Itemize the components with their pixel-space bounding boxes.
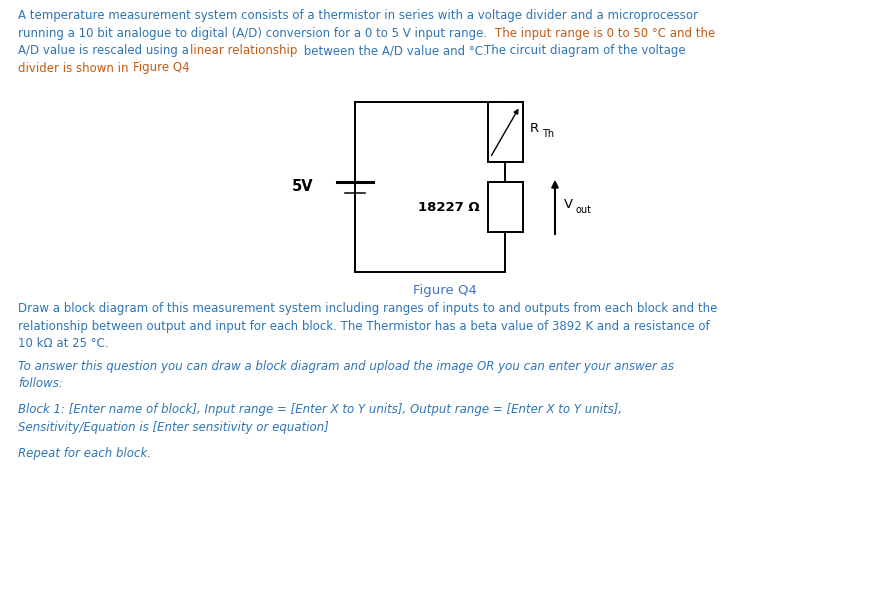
Bar xyxy=(488,182,522,232)
Text: linear relationship: linear relationship xyxy=(190,44,298,57)
Text: .: . xyxy=(185,61,188,75)
Text: The input range is 0 to 50 °C and the: The input range is 0 to 50 °C and the xyxy=(496,27,715,39)
Text: A/D value is rescaled using a: A/D value is rescaled using a xyxy=(18,44,193,57)
Text: R: R xyxy=(530,121,538,135)
Text: 10 kΩ at 25 °C.: 10 kΩ at 25 °C. xyxy=(18,337,109,350)
Text: Th: Th xyxy=(542,129,555,139)
Text: Sensitivity/Equation is [Enter sensitivity or equation]: Sensitivity/Equation is [Enter sensitivi… xyxy=(18,421,329,434)
Text: Figure Q4: Figure Q4 xyxy=(133,61,189,75)
Text: Draw a block diagram of this measurement system including ranges of inputs to an: Draw a block diagram of this measurement… xyxy=(18,302,717,315)
Text: 18227 Ω: 18227 Ω xyxy=(418,200,480,214)
Text: 5V: 5V xyxy=(291,178,313,194)
Text: The circuit diagram of the voltage: The circuit diagram of the voltage xyxy=(484,44,685,57)
Text: V: V xyxy=(564,197,573,211)
Text: follows:: follows: xyxy=(18,377,63,390)
Text: between the A/D value and °C.: between the A/D value and °C. xyxy=(300,44,494,57)
Text: divider is shown in: divider is shown in xyxy=(18,61,132,75)
Bar xyxy=(488,102,522,162)
Text: Block 1: [Enter name of block], Input range = [Enter X to Y units], Output range: Block 1: [Enter name of block], Input ra… xyxy=(18,404,622,416)
Text: A temperature measurement system consists of a thermistor in series with a volta: A temperature measurement system consist… xyxy=(18,9,698,22)
Text: running a 10 bit analogue to digital (A/D) conversion for a 0 to 5 V input range: running a 10 bit analogue to digital (A/… xyxy=(18,27,495,39)
Text: Figure Q4: Figure Q4 xyxy=(413,284,477,297)
Text: out: out xyxy=(576,205,592,215)
Text: relationship between output and input for each block. The Thermistor has a beta : relationship between output and input fo… xyxy=(18,319,710,333)
Text: To answer this question you can draw a block diagram and upload the image OR you: To answer this question you can draw a b… xyxy=(18,360,674,373)
Text: Repeat for each block.: Repeat for each block. xyxy=(18,447,151,460)
